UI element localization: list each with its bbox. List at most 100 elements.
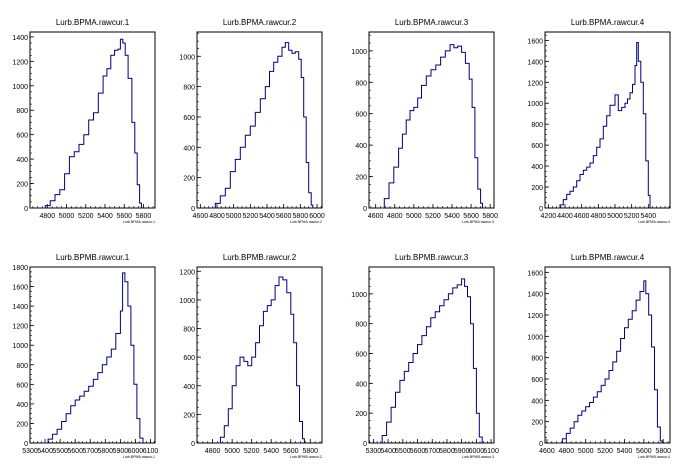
x-tick-label: 4200	[541, 213, 557, 220]
y-tick-label: 200	[355, 411, 367, 418]
x-tick-label: 4600	[368, 213, 384, 220]
chart-8: Lurb.BPMB.rawcur.4 0 200 400 600 800 1000 1200 1…	[527, 249, 671, 459]
x-tick-label: 5900	[454, 448, 470, 455]
chart-title: Lurb.BPMB.rawcur.3	[395, 253, 469, 262]
x-tick-label: 5000	[226, 213, 242, 220]
y-tick-label: 1000	[351, 49, 367, 56]
y-tick-label: 200	[531, 420, 543, 427]
y-tick-label: 600	[183, 355, 195, 362]
x-axis-label: Lurb.BPMB.rawcur.4	[638, 455, 670, 459]
histogram-line	[42, 272, 144, 444]
x-tick-label: 5300	[366, 448, 382, 455]
x-tick-label: 6000	[469, 448, 485, 455]
y-tick-label: 600	[355, 352, 367, 359]
y-tick-label: 800	[183, 327, 195, 334]
x-tick-label: 5200	[78, 213, 94, 220]
x-tick-label: 5200	[425, 213, 441, 220]
y-tick-label: 1000	[527, 334, 543, 341]
x-tick-label: 4800	[209, 213, 225, 220]
y-tick-label: 800	[531, 122, 543, 129]
y-tick-label: 1000	[12, 343, 28, 350]
x-tick-label: 5600	[283, 448, 299, 455]
x-tick-label: 6100	[143, 448, 159, 455]
x-tick-label: 4800	[387, 213, 403, 220]
x-tick-label: 4600	[539, 448, 555, 455]
chart-5: Lurb.BPMB.rawcur.1 0 200 400 600 800 1000 1200 1…	[12, 249, 158, 459]
plot-frame	[368, 266, 495, 444]
plot-frame	[29, 266, 156, 444]
x-axis-label: Lurb.BPMA.rawcur.1	[123, 220, 155, 224]
x-axis-label: Lurb.BPMA.rawcur.2	[290, 220, 322, 224]
y-tick-label: 600	[355, 112, 367, 119]
histogram-line	[556, 42, 651, 209]
chart-3: Lurb.BPMA.rawcur.3 0 200 400 600 800 1000 4600 4…	[351, 14, 498, 224]
x-tick-label: 4600	[193, 213, 209, 220]
x-tick-label: 5700	[82, 448, 98, 455]
chart-4: Lurb.BPMA.rawcur.4 0 200 400 600 800 1000 1200 1…	[527, 14, 671, 224]
x-tick-label: 5400	[37, 448, 53, 455]
y-tick-label: 1600	[527, 38, 543, 45]
y-tick-label: 1000	[527, 101, 543, 108]
y-tick-label: 400	[183, 384, 195, 391]
y-tick-label: 1200	[527, 313, 543, 320]
histogram-line	[558, 280, 663, 444]
histogram-line	[41, 38, 142, 209]
x-tick-label: 5800	[482, 213, 498, 220]
y-tick-label: 0	[191, 441, 195, 448]
x-tick-label: 4800	[40, 213, 56, 220]
x-tick-label: 5600	[116, 213, 132, 220]
y-tick-label: 800	[16, 108, 28, 115]
x-tick-label: 5300	[22, 448, 38, 455]
y-tick-label: 400	[16, 157, 28, 164]
y-tick-label: 1600	[527, 270, 543, 277]
x-tick-label: 5000	[578, 448, 594, 455]
y-tick-label: 600	[531, 143, 543, 150]
x-tick-label: 5600	[410, 448, 426, 455]
y-tick-label: 800	[355, 80, 367, 87]
x-tick-label: 5600	[276, 213, 292, 220]
x-tick-label: 4800	[205, 448, 221, 455]
plot-frame	[29, 31, 156, 209]
plot-frame	[368, 31, 495, 209]
y-tick-label: 1000	[351, 292, 367, 299]
y-tick-label: 1200	[179, 269, 195, 276]
y-tick-label: 800	[16, 363, 28, 370]
x-tick-label: 5800	[655, 448, 671, 455]
x-tick-label: 5800	[302, 448, 318, 455]
x-tick-label: 5800	[98, 448, 114, 455]
y-tick-label: 400	[355, 381, 367, 388]
y-tick-label: 1400	[527, 59, 543, 66]
x-tick-label: 5000	[406, 213, 422, 220]
x-tick-label: 5400	[97, 213, 113, 220]
title-box	[40, 249, 145, 263]
x-tick-label: 5800	[439, 448, 455, 455]
y-tick-label: 1000	[179, 54, 195, 61]
x-tick-label: 5400	[263, 448, 279, 455]
y-tick-label: 1400	[12, 304, 28, 311]
chart-6: Lurb.BPMB.rawcur.2 0 200 400 600 800 1000 1200 4…	[179, 249, 323, 459]
y-tick-label: 1000	[179, 298, 195, 305]
title-box	[40, 14, 145, 28]
title-box	[207, 14, 312, 28]
y-tick-label: 0	[539, 441, 543, 448]
chart-title: Lurb.BPMA.rawcur.3	[395, 18, 469, 27]
y-tick-label: 800	[183, 85, 195, 92]
plot-frame	[544, 266, 671, 444]
x-tick-label: 4600	[574, 213, 590, 220]
title-box	[207, 249, 312, 263]
chart-title: Lurb.BPMA.rawcur.2	[223, 18, 297, 27]
title-box	[555, 249, 660, 263]
plot-frame	[196, 266, 323, 444]
x-tick-label: 5400	[259, 213, 275, 220]
y-tick-label: 0	[24, 206, 28, 213]
y-tick-label: 200	[16, 182, 28, 189]
histogram-line	[210, 42, 314, 209]
plot-frame	[544, 31, 671, 209]
x-tick-label: 5400	[617, 448, 633, 455]
histogram-line	[377, 278, 483, 444]
y-tick-label: 1600	[12, 285, 28, 292]
x-tick-label: 5000	[59, 213, 75, 220]
y-tick-label: 0	[363, 206, 367, 213]
